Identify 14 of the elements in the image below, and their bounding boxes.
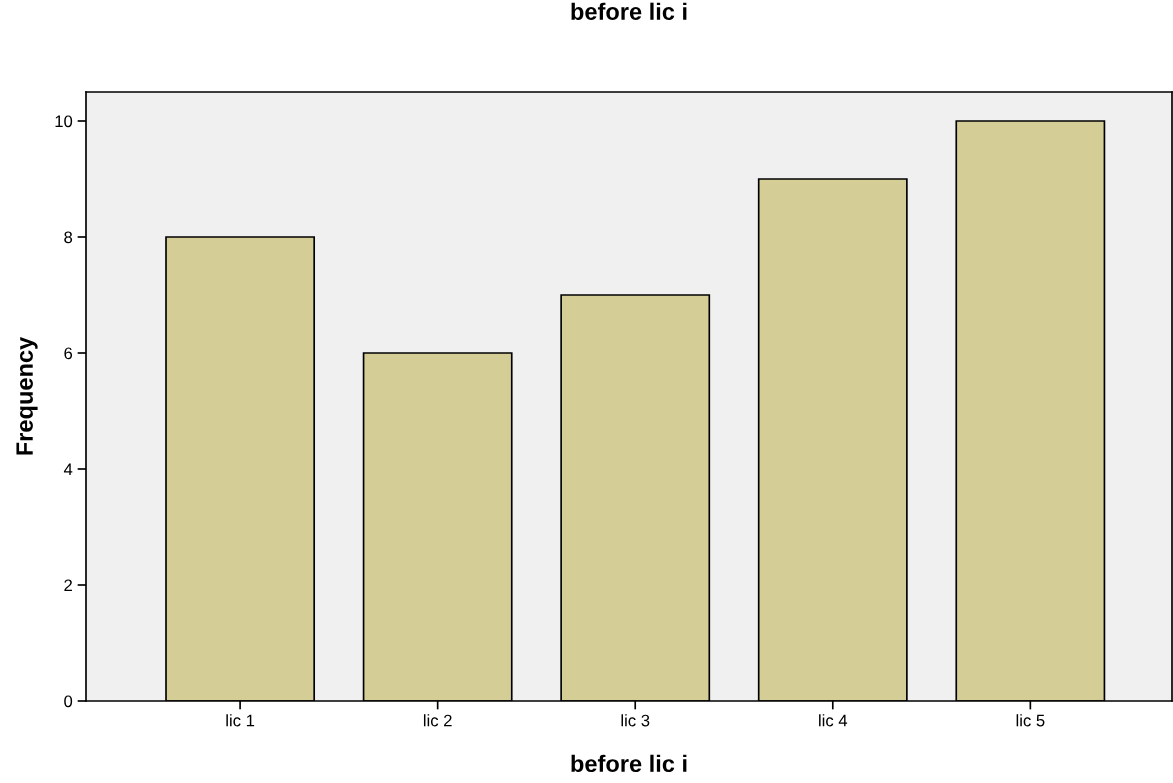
y-tick-label: 10 — [55, 115, 73, 128]
y-tick-label: 0 — [64, 695, 73, 708]
y-tick-label: 2 — [64, 579, 72, 592]
x-tick-label: lic 2 — [423, 714, 452, 727]
y-axis-title: Frequency — [16, 336, 38, 455]
x-tick-label: lic 1 — [226, 714, 255, 727]
x-tick-label: lic 3 — [621, 714, 650, 727]
x-tick-label: lic 5 — [1016, 714, 1045, 727]
x-axis-title: before lic i — [571, 754, 687, 773]
y-tick-label: 4 — [63, 463, 73, 476]
x-tick-label: lic 4 — [819, 714, 848, 727]
y-tick-label: 8 — [64, 231, 73, 244]
chart-title: before lic i — [571, 2, 687, 21]
y-tick-label: 6 — [64, 347, 73, 360]
